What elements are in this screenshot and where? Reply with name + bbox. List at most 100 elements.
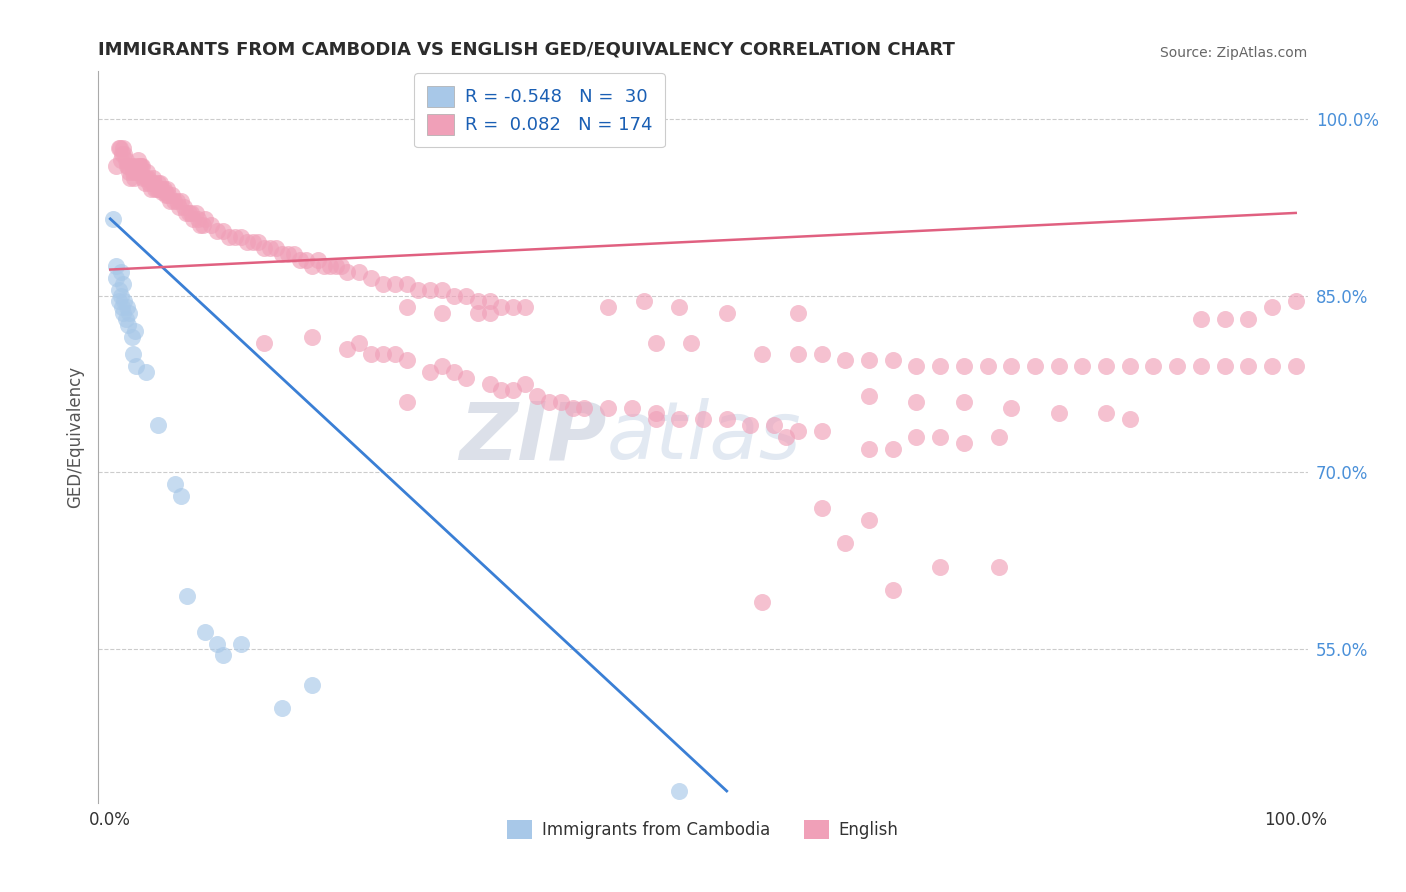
Point — [149, 177, 172, 191]
Point — [307, 253, 329, 268]
Point — [1189, 359, 1212, 374]
Point — [740, 418, 762, 433]
Point — [271, 701, 294, 715]
Point — [184, 206, 207, 220]
Point — [467, 306, 489, 320]
Point — [988, 430, 1011, 444]
Point — [1285, 359, 1308, 374]
Point — [1119, 359, 1142, 374]
Point — [153, 185, 176, 199]
Point — [295, 253, 318, 268]
Point — [668, 301, 690, 315]
Point — [139, 182, 162, 196]
Point — [502, 383, 524, 397]
Point — [121, 347, 143, 361]
Point — [152, 185, 174, 199]
Point — [395, 277, 418, 291]
Point — [143, 177, 166, 191]
Point — [136, 164, 159, 178]
Point — [105, 159, 128, 173]
Point — [834, 536, 856, 550]
Text: atlas: atlas — [606, 398, 801, 476]
Point — [1047, 359, 1070, 374]
Point — [882, 583, 904, 598]
Point — [419, 365, 441, 379]
Point — [988, 559, 1011, 574]
Point — [1189, 312, 1212, 326]
Point — [180, 206, 202, 220]
Point — [121, 330, 143, 344]
Point — [1237, 359, 1260, 374]
Point — [1095, 407, 1118, 421]
Point — [242, 235, 264, 250]
Point — [330, 259, 353, 273]
Point — [751, 347, 773, 361]
Point — [112, 141, 135, 155]
Point — [882, 353, 904, 368]
Point — [1213, 359, 1236, 374]
Point — [301, 678, 323, 692]
Point — [129, 159, 152, 173]
Point — [181, 211, 204, 226]
Point — [117, 318, 139, 332]
Point — [384, 277, 406, 291]
Point — [454, 288, 477, 302]
Point — [692, 412, 714, 426]
Point — [108, 141, 131, 155]
Point — [882, 442, 904, 456]
Point — [124, 159, 146, 173]
Point — [159, 194, 181, 208]
Point — [170, 489, 193, 503]
Point — [190, 218, 212, 232]
Point — [515, 301, 537, 315]
Point — [114, 147, 136, 161]
Point — [138, 177, 160, 191]
Point — [598, 401, 620, 415]
Point — [112, 277, 135, 291]
Point — [120, 170, 142, 185]
Point — [1166, 359, 1188, 374]
Point — [976, 359, 998, 374]
Point — [763, 418, 786, 433]
Point — [128, 159, 150, 173]
Point — [174, 206, 197, 220]
Point — [432, 283, 454, 297]
Point — [229, 636, 252, 650]
Legend: Immigrants from Cambodia, English: Immigrants from Cambodia, English — [501, 814, 905, 846]
Point — [114, 312, 136, 326]
Point — [136, 170, 159, 185]
Point — [929, 559, 952, 574]
Point — [336, 265, 359, 279]
Point — [134, 177, 156, 191]
Point — [163, 194, 186, 208]
Point — [1000, 401, 1022, 415]
Point — [194, 211, 217, 226]
Point — [156, 182, 179, 196]
Point — [786, 424, 808, 438]
Point — [905, 394, 928, 409]
Point — [124, 324, 146, 338]
Point — [1119, 412, 1142, 426]
Y-axis label: GED/Equivalency: GED/Equivalency — [66, 366, 84, 508]
Point — [526, 389, 548, 403]
Point — [143, 182, 166, 196]
Point — [905, 359, 928, 374]
Point — [187, 211, 209, 226]
Point — [491, 301, 513, 315]
Point — [131, 159, 153, 173]
Point — [125, 359, 148, 374]
Point — [1261, 359, 1284, 374]
Point — [858, 442, 880, 456]
Point — [929, 359, 952, 374]
Point — [318, 259, 340, 273]
Point — [121, 164, 143, 178]
Point — [395, 353, 418, 368]
Point — [224, 229, 246, 244]
Point — [142, 170, 165, 185]
Point — [1095, 359, 1118, 374]
Point — [384, 347, 406, 361]
Point — [112, 306, 135, 320]
Point — [107, 141, 129, 155]
Point — [537, 394, 560, 409]
Point — [253, 335, 276, 350]
